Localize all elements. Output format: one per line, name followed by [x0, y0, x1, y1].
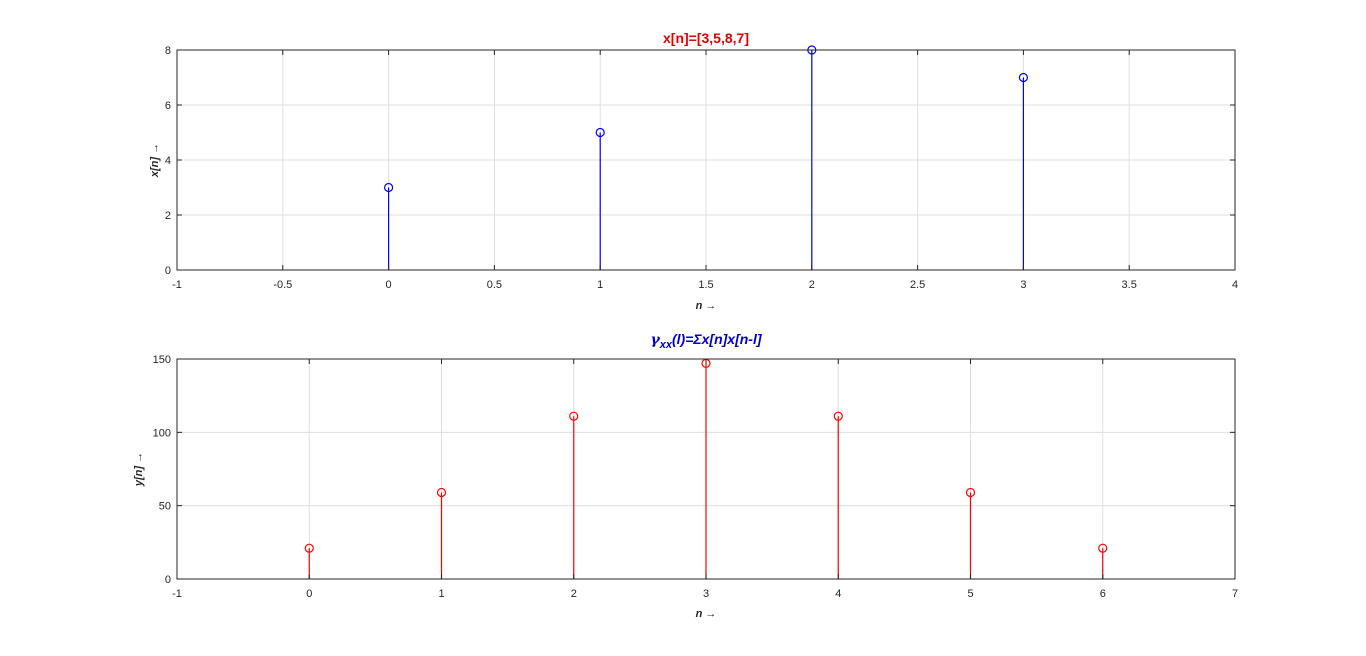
top-plot-xtick-label: -0.5: [273, 279, 292, 291]
bottom-plot-ytick-label: 150: [153, 354, 171, 366]
top-plot-xtick-label: 0.5: [487, 279, 502, 291]
top-plot-ytick-label: 4: [165, 155, 171, 167]
bottom-plot-stem-marker: [304, 543, 314, 553]
bottom-plot-xtick-label: 5: [967, 588, 973, 600]
bottom-plot-title-symbol: γ: [650, 332, 660, 348]
bottom-plot-xtick-label: 3: [703, 588, 709, 600]
top-plot-ytick-label: 0: [165, 265, 171, 277]
bottom-plot-stem-marker: [436, 487, 447, 498]
top-plot-ytick-label: 2: [165, 210, 171, 222]
top-plot-title: x[n]=[3,5,8,7]: [663, 30, 749, 46]
top-plot-xlabel: n →: [696, 300, 717, 312]
top-plot-xtick-label: 1: [597, 279, 603, 291]
top-plot-xtick-label: 4: [1232, 279, 1238, 291]
bottom-plot-stem-marker: [569, 411, 579, 421]
top-plot-ytick-label: 6: [165, 100, 171, 112]
top-plot-xtick-label: 3.5: [1122, 279, 1137, 291]
top-plot-xtick-label: 2.5: [910, 279, 925, 291]
bottom-plot-title-subscript: xx: [659, 339, 673, 351]
bottom-plot-xtick-label: 0: [306, 588, 312, 600]
top-plot: -1 -0.5 0 0.5 1 1.5 2 2.5 3 3.5 4 0 2 4 6 8 x[n]=[3,5,8…: [149, 30, 1238, 312]
top-plot-stem-marker: [384, 182, 394, 193]
bottom-plot-ytick-label: 50: [159, 501, 171, 513]
top-plot-xtick-label: -1: [172, 279, 182, 291]
bottom-plot-ytick-label: 100: [153, 427, 171, 439]
top-plot-xtick-label: 2: [809, 279, 815, 291]
bottom-plot-xtick-label: -1: [172, 588, 182, 600]
top-plot-stem-marker: [595, 127, 605, 138]
bottom-plot-stem-marker: [1098, 543, 1108, 553]
top-plot-xtick-label: 0: [386, 279, 392, 291]
bottom-plot-stem-marker: [833, 411, 843, 421]
bottom-plot-xtick-label: 2: [571, 588, 577, 600]
bottom-plot-title: γxx(l)=Σx[n]x[n-l]: [650, 331, 762, 351]
bottom-plot-xlabel: n →: [696, 608, 717, 620]
top-plot-ytick-label: 8: [165, 45, 171, 57]
bottom-plot-ytick-label: 0: [165, 574, 171, 586]
bottom-plot-xtick-label: 4: [835, 588, 841, 600]
bottom-plot-xtick-label: 6: [1100, 588, 1106, 600]
bottom-plot-title-rest: (l)=Σx[n]x[n-l]: [672, 331, 763, 347]
bottom-plot-xtick-label: 1: [438, 588, 444, 600]
bottom-plot-xtick-label: 7: [1232, 588, 1238, 600]
bottom-plot-stem-marker: [965, 487, 976, 498]
top-plot-ylabel: x[n] →: [149, 143, 161, 178]
top-plot-xtick-label: 3: [1020, 279, 1026, 291]
top-plot-xtick-label: 1.5: [698, 279, 713, 291]
top-plot-stem-marker: [1018, 72, 1029, 83]
bottom-plot-ylabel: y[n] →: [133, 452, 145, 487]
